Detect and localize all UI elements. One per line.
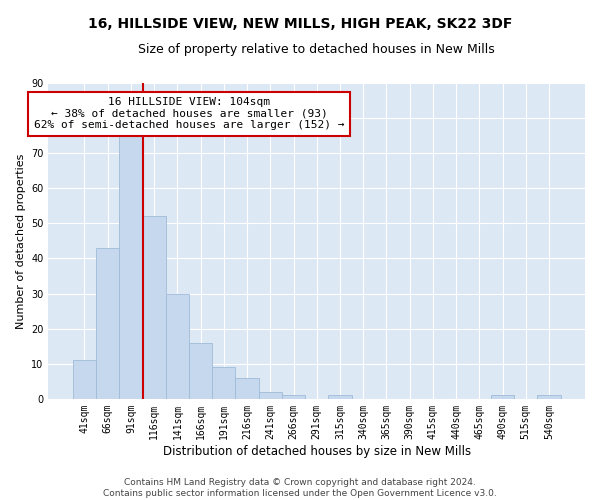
Bar: [166, 294, 189, 399]
Bar: [259, 392, 282, 399]
Bar: [189, 342, 212, 399]
Bar: [328, 396, 352, 399]
Text: Contains HM Land Registry data © Crown copyright and database right 2024.
Contai: Contains HM Land Registry data © Crown c…: [103, 478, 497, 498]
Bar: [538, 396, 560, 399]
Bar: [73, 360, 96, 399]
Text: 16, HILLSIDE VIEW, NEW MILLS, HIGH PEAK, SK22 3DF: 16, HILLSIDE VIEW, NEW MILLS, HIGH PEAK,…: [88, 18, 512, 32]
Bar: [143, 216, 166, 399]
Bar: [282, 396, 305, 399]
Title: Size of property relative to detached houses in New Mills: Size of property relative to detached ho…: [139, 42, 495, 56]
Bar: [119, 132, 143, 399]
Bar: [96, 248, 119, 399]
Bar: [212, 368, 235, 399]
Text: 16 HILLSIDE VIEW: 104sqm
← 38% of detached houses are smaller (93)
62% of semi-d: 16 HILLSIDE VIEW: 104sqm ← 38% of detach…: [34, 97, 344, 130]
X-axis label: Distribution of detached houses by size in New Mills: Distribution of detached houses by size …: [163, 444, 471, 458]
Bar: [235, 378, 259, 399]
Y-axis label: Number of detached properties: Number of detached properties: [16, 154, 26, 328]
Bar: [491, 396, 514, 399]
